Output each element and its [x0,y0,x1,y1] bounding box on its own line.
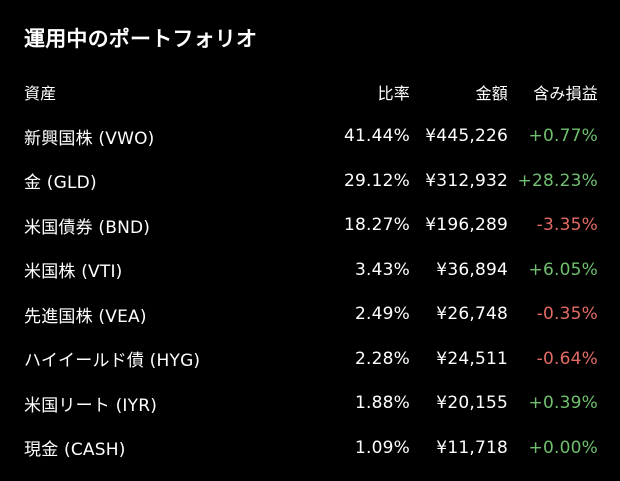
asset-ratio: 18.27% [343,215,410,236]
asset-amount: ¥445,226 [425,126,508,147]
asset-ratio: 41.44% [343,126,410,147]
page-title: 運用中のポートフォリオ [24,27,258,51]
asset-amount: ¥20,155 [436,393,508,414]
asset-ratio: 2.28% [354,348,410,369]
table-row[interactable]: 米国リート (IYR) 1.88% ¥20,155 +0.39% [24,381,598,426]
asset-amount: ¥36,894 [436,259,508,280]
asset-amount: ¥11,718 [436,437,508,458]
asset-name: 米国株 (VTI) [24,262,123,283]
asset-gain: +0.39% [528,393,598,414]
table-header: 資産 比率 金額 含み損益 [24,70,598,114]
asset-gain: +0.77% [528,126,598,147]
asset-gain: -0.64% [536,348,598,369]
table-row[interactable]: 新興国株 (VWO) 41.44% ¥445,226 +0.77% [24,114,598,159]
asset-name: 米国債券 (BND) [24,217,151,238]
column-header-amount: 金額 [475,84,508,103]
asset-name: 金 (GLD) [24,173,97,194]
asset-amount: ¥196,289 [425,215,508,236]
asset-gain: -3.35% [536,215,598,236]
asset-ratio: 3.43% [354,259,410,280]
table-row[interactable]: 現金 (CASH) 1.09% ¥11,718 +0.00% [24,426,598,471]
table-row[interactable]: 米国債券 (BND) 18.27% ¥196,289 -3.35% [24,203,598,248]
asset-name: ハイイールド債 (HYG) [24,351,201,372]
asset-ratio: 29.12% [343,170,410,191]
asset-ratio: 1.88% [354,393,410,414]
portfolio-table: 資産 比率 金額 含み損益 新興国株 (VWO) 41.44% ¥445,226… [24,70,598,470]
asset-gain: +6.05% [528,259,598,280]
asset-gain: +28.23% [517,170,598,191]
table-row[interactable]: 金 (GLD) 29.12% ¥312,932 +28.23% [24,159,598,204]
asset-name: 米国リート (IYR) [24,395,158,416]
column-header-ratio: 比率 [377,84,410,103]
asset-gain: -0.35% [536,304,598,325]
column-header-gain: 含み損益 [533,84,598,103]
asset-ratio: 2.49% [354,304,410,325]
asset-name: 現金 (CASH) [24,440,126,461]
asset-ratio: 1.09% [354,437,410,458]
column-header-asset: 資産 [24,84,57,103]
asset-amount: ¥312,932 [425,170,508,191]
asset-amount: ¥24,511 [436,348,508,369]
asset-gain: +0.00% [528,437,598,458]
asset-amount: ¥26,748 [436,304,508,325]
asset-name: 新興国株 (VWO) [24,128,155,149]
asset-name: 先進国株 (VEA) [24,306,147,327]
table-row[interactable]: ハイイールド債 (HYG) 2.28% ¥24,511 -0.64% [24,337,598,382]
table-row[interactable]: 先進国株 (VEA) 2.49% ¥26,748 -0.35% [24,292,598,337]
table-row[interactable]: 米国株 (VTI) 3.43% ¥36,894 +6.05% [24,248,598,293]
